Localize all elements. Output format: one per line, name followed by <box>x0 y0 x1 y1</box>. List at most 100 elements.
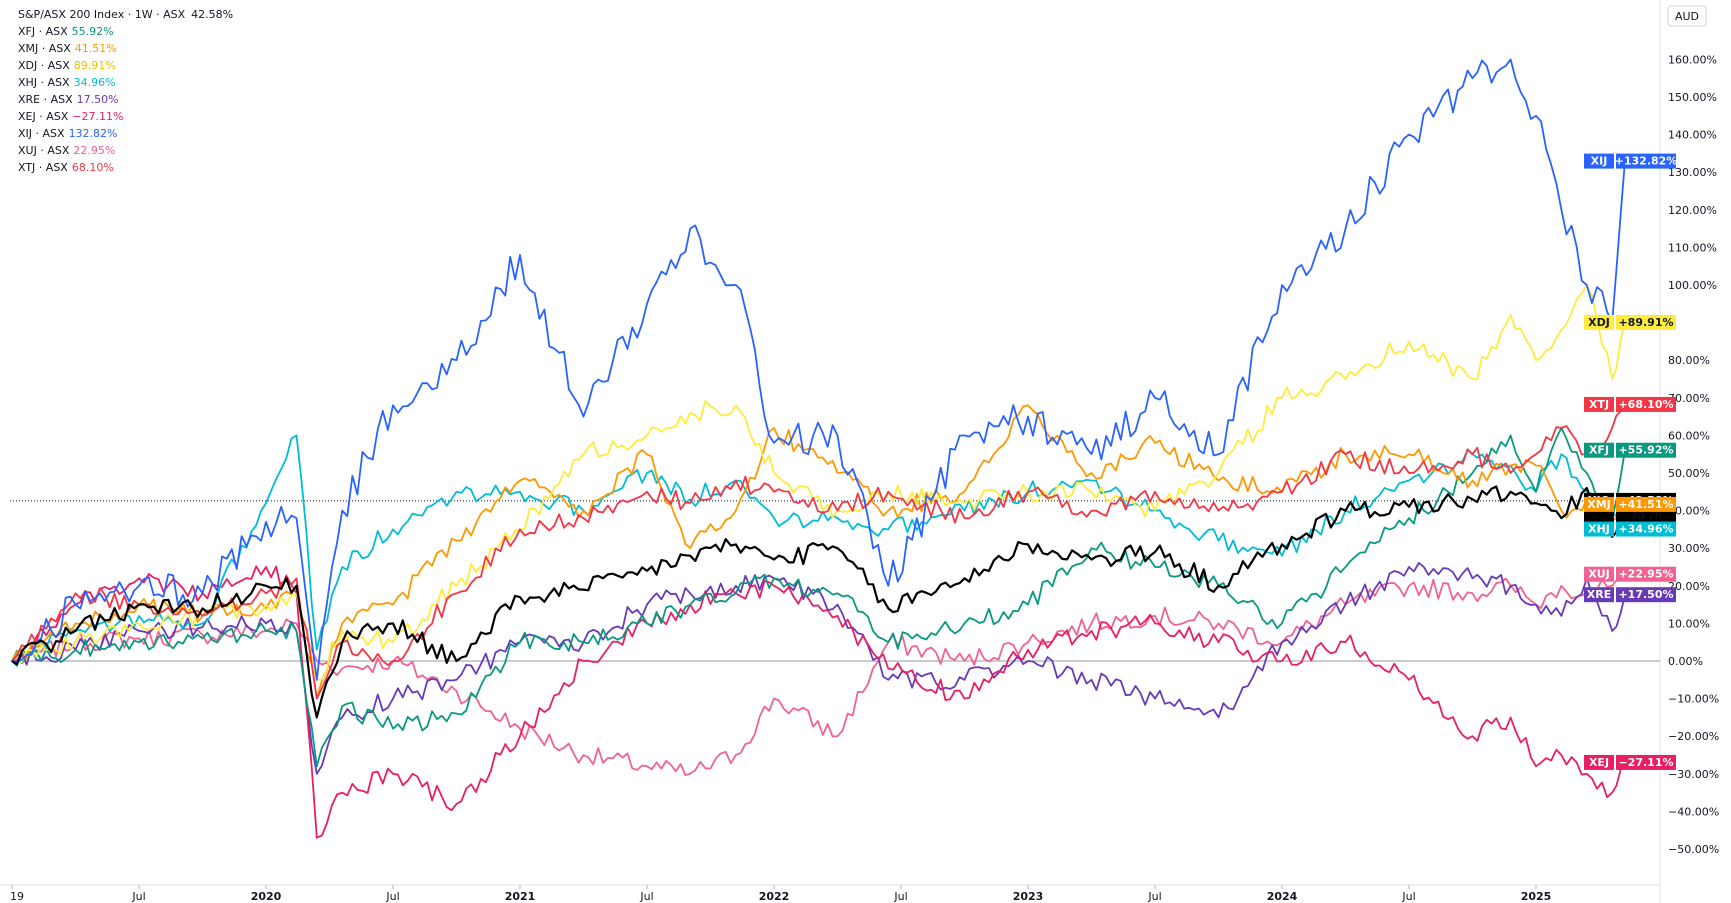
axis-tag-name-bg <box>1584 754 1614 770</box>
legend-entry-label: XMJ · ASX <box>18 42 71 55</box>
y-tick-label: 110.00% <box>1668 241 1717 254</box>
y-tick-label: 20.00% <box>1668 580 1710 593</box>
y-tick-label: 0.00% <box>1668 655 1703 668</box>
legend-entry-label: XUJ · ASX <box>18 144 70 157</box>
axis-tag-value-bg <box>1616 566 1676 582</box>
y-tick-label: 120.00% <box>1668 204 1717 217</box>
axis-tag-xfj: XFJ +55.92% <box>1584 442 1676 458</box>
countdown-text: 3d 7h <box>1630 509 1661 522</box>
y-tick-label: 150.00% <box>1668 91 1717 104</box>
legend-entry-label: XRE · ASX <box>18 93 73 106</box>
x-tick-label: 2023 <box>1013 890 1044 903</box>
y-tick-label: −10.00% <box>1668 693 1719 706</box>
legend-entry-value: 41.51% <box>74 42 117 55</box>
y-tick-label: −30.00% <box>1668 768 1719 781</box>
legend-entry-value: 34.96% <box>73 76 116 89</box>
legend-entry-label: XDJ · ASX <box>18 59 70 72</box>
y-tick-label: 70.00% <box>1668 392 1710 405</box>
legend-entry[interactable]: XFJ · ASX 55.92% <box>18 23 233 40</box>
x-tick-label: Jul <box>893 890 907 903</box>
legend-entry[interactable]: XHJ · ASX 34.96% <box>18 74 233 91</box>
legend: S&P/ASX 200 Index · 1W · ASX 42.58% XFJ ·… <box>18 6 233 176</box>
legend-title: S&P/ASX 200 Index · 1W · ASX <box>18 8 186 21</box>
axis-tag-xtj: XTJ +68.10% <box>1584 396 1676 412</box>
axis-tag-name-bg <box>1584 521 1614 537</box>
axis-tag-value-bg <box>1616 496 1676 512</box>
axis-tag-xij: XIJ +132.82% <box>1584 153 1678 169</box>
legend-entry[interactable]: XRE · ASX 17.50% <box>18 91 233 108</box>
legend-entry[interactable]: XUJ · ASX 22.95% <box>18 142 233 159</box>
axis-tag-name-bg <box>1584 396 1614 412</box>
axis-tag-name: XFJ <box>1589 444 1609 457</box>
legend-entry-value: 22.95% <box>73 144 116 157</box>
y-tick-label: 40.00% <box>1668 505 1710 518</box>
legend-entry-value: −27.11% <box>72 110 124 123</box>
series-line-xhj[interactable] <box>11 434 1626 667</box>
axis-tag-value-bg <box>1616 587 1676 603</box>
x-tick-label: 2025 <box>1521 890 1552 903</box>
legend-entry[interactable]: XIJ · ASX 132.82% <box>18 125 233 142</box>
series-line-xej[interactable] <box>11 565 1626 839</box>
series-line-xtj[interactable] <box>11 404 1626 700</box>
y-tick-label: −40.00% <box>1668 805 1719 818</box>
legend-entry-label: XEJ · ASX <box>18 110 69 123</box>
axis-tag-name-bg <box>1584 587 1614 603</box>
legend-entry[interactable]: XEJ · ASX −27.11% <box>18 108 233 125</box>
x-tick-label: Jul <box>639 890 653 903</box>
series-line-xdj[interactable] <box>11 284 1626 681</box>
y-tick-label: 160.00% <box>1668 53 1717 66</box>
legend-entry-label: XTJ · ASX <box>18 161 68 174</box>
legend-entry[interactable]: XDJ · ASX 89.91% <box>18 57 233 74</box>
legend-entry-value: 17.50% <box>76 93 119 106</box>
axis-tag-name: XIJ <box>1591 155 1608 168</box>
axis-tag-value-bg <box>1616 153 1676 169</box>
legend-entry-value: 132.82% <box>68 127 118 140</box>
axis-tag-value-bg <box>1616 314 1676 330</box>
legend-entry-label: XHJ · ASX <box>18 76 70 89</box>
y-tick-label: 10.00% <box>1668 617 1710 630</box>
x-tick-label: Jul <box>131 890 145 903</box>
legend-entry[interactable]: XTJ · ASX 68.10% <box>18 159 233 176</box>
x-tick-label: 2024 <box>1267 890 1298 903</box>
x-tick-label: Jul <box>1401 890 1415 903</box>
axis-tag-name-bg <box>1584 496 1614 512</box>
axis-tag-value: +22.95% <box>1618 568 1673 581</box>
axis-tag-value-bg <box>1616 521 1676 537</box>
axis-tag-xhj: XHJ +34.96% <box>1584 521 1676 537</box>
currency-label[interactable]: AUD <box>1667 5 1707 27</box>
axis-tag-name-bg <box>1584 153 1614 169</box>
axis-tag-name: XUJ <box>1588 568 1610 581</box>
axis-tag-value-bg <box>1616 442 1676 458</box>
legend-entry[interactable]: XMJ · ASX 41.51% <box>18 40 233 57</box>
x-tick-label: 2022 <box>759 890 790 903</box>
axis-tag-name: XEJ <box>1589 756 1609 769</box>
y-tick-label: −50.00% <box>1668 843 1719 856</box>
legend-title-value: 42.58% <box>191 8 234 21</box>
x-tick-label: Jul <box>1147 890 1161 903</box>
x-tick-label: 19 <box>10 890 24 903</box>
series-line-xij[interactable] <box>11 58 1626 681</box>
series-line-xre[interactable] <box>11 562 1626 775</box>
legend-title-row: S&P/ASX 200 Index · 1W · ASX 42.58% <box>18 6 233 23</box>
x-tick-label: Jul <box>385 890 399 903</box>
axis-tag-value: −27.11% <box>1618 756 1673 769</box>
axis-tag-value: +132.82% <box>1615 155 1678 168</box>
axis-tag-xej: XEJ −27.11% <box>1584 754 1676 770</box>
legend-entry-value: 68.10% <box>71 161 114 174</box>
legend-entry-label: XFJ · ASX <box>18 25 68 38</box>
y-tick-label: 50.00% <box>1668 467 1710 480</box>
axis-tag-value: +89.91% <box>1618 316 1673 329</box>
x-tick-label: 2021 <box>505 890 536 903</box>
y-tick-label: 30.00% <box>1668 542 1710 555</box>
series-line-xfj[interactable] <box>11 427 1626 768</box>
legend-entries: XFJ · ASX 55.92% XMJ · ASX 41.51% XDJ · ASX 8… <box>18 23 233 176</box>
y-tick-label: 60.00% <box>1668 429 1710 442</box>
series-line-xjo[interactable] <box>11 485 1626 719</box>
axis-tag-value-bg <box>1616 754 1676 770</box>
axis-tag-xmj: XMJ +41.51% <box>1584 496 1676 512</box>
axis-tag-name: XDJ <box>1588 316 1610 329</box>
series-line-xmj[interactable] <box>11 404 1626 700</box>
axis-tag-xdj: XDJ +89.91% <box>1584 314 1676 330</box>
